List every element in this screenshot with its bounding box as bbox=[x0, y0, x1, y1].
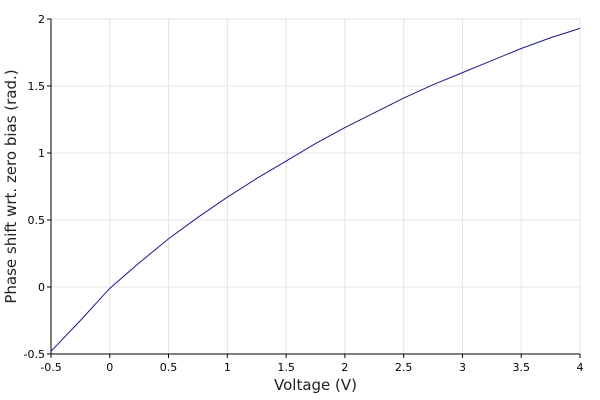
x-tick-label: 3 bbox=[459, 361, 466, 374]
y-tick-label: 1 bbox=[38, 147, 45, 160]
x-tick-label: 1 bbox=[224, 361, 231, 374]
y-axis-label: Phase shift wrt. zero bias (rad.) bbox=[2, 69, 20, 303]
x-tick-label: 4 bbox=[577, 361, 584, 374]
y-tick-label: 1.5 bbox=[28, 80, 46, 93]
x-tick-label: 1.5 bbox=[277, 361, 295, 374]
axes: -0.5 0 0.5 1 1.5 2 2.5 3 3.5 4 -0.5 0 0.5 1 1.5 2 bbox=[24, 13, 584, 374]
x-axis-label: Voltage (V) bbox=[274, 376, 357, 394]
y-tick-label: 0.5 bbox=[28, 214, 46, 227]
x-tick-label: 0.5 bbox=[160, 361, 178, 374]
x-tick-label: 3.5 bbox=[512, 361, 530, 374]
y-tick-label: 0 bbox=[38, 281, 45, 294]
x-tick-label: 0 bbox=[106, 361, 113, 374]
x-tick-label: 2 bbox=[341, 361, 348, 374]
series-line bbox=[50, 27, 581, 352]
x-tick-label: -0.5 bbox=[40, 361, 61, 374]
grid bbox=[51, 18, 581, 354]
y-tick-label: 2 bbox=[38, 13, 45, 26]
y-tick-label: -0.5 bbox=[24, 348, 45, 361]
series-layer bbox=[50, 27, 581, 352]
x-tick-label: 2.5 bbox=[395, 361, 413, 374]
